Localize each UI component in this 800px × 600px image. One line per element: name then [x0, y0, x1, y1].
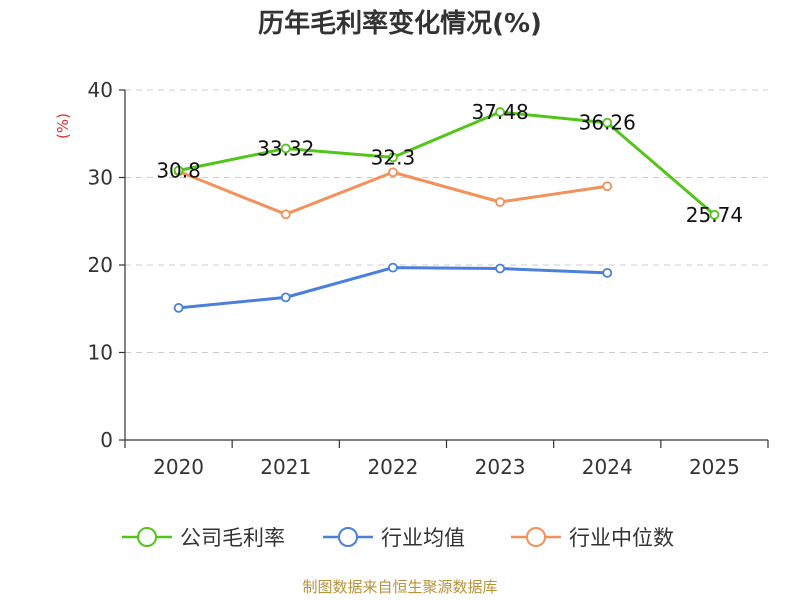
y-tick-label: 30: [88, 166, 113, 190]
data-point[interactable]: [602, 117, 613, 128]
data-point[interactable]: [495, 197, 505, 207]
data-point[interactable]: [280, 143, 291, 154]
data-point[interactable]: [280, 209, 291, 220]
legend-item[interactable]: 行业均值: [323, 526, 465, 550]
x-tick-label: 2025: [689, 455, 740, 479]
x-tick-label: 2020: [153, 455, 204, 479]
data-label: 32.3: [371, 145, 416, 169]
y-tick-label: 0: [100, 428, 113, 452]
legend-swatch-marker: [338, 527, 358, 547]
legend[interactable]: 公司毛利率 行业均值 行业中位数: [122, 526, 674, 550]
data-label: 37.48: [471, 100, 528, 124]
x-tick-label: 2023: [475, 455, 526, 479]
series-lines: [173, 107, 720, 313]
data-label: 30.8: [156, 159, 201, 183]
legend-item[interactable]: 行业中位数: [511, 526, 674, 550]
data-point[interactable]: [388, 167, 398, 178]
source-note: 制图数据来自恒生聚源数据库: [302, 578, 497, 596]
data-label: 25.74: [686, 203, 743, 227]
data-point[interactable]: [173, 302, 184, 313]
grid-lines: [125, 89, 768, 353]
data-point[interactable]: [280, 292, 291, 303]
series-line: [178, 266, 608, 310]
legend-label: 行业均值: [381, 526, 465, 550]
legend-label: 行业中位数: [569, 526, 674, 550]
data-point[interactable]: [602, 181, 613, 192]
y-axis-unit: (%): [54, 113, 72, 139]
data-point[interactable]: [388, 262, 398, 273]
data-label: 33.32: [257, 136, 314, 160]
y-tick-label: 40: [88, 78, 113, 102]
legend-swatch-marker: [526, 527, 546, 547]
legend-item[interactable]: 公司毛利率: [122, 526, 285, 550]
data-point[interactable]: [173, 165, 184, 176]
data-labels: 30.8 33.32 32.3 37.48 36.26 25.74: [156, 100, 743, 227]
x-tick-label: 2021: [260, 455, 311, 479]
y-tick-label: 10: [88, 341, 113, 365]
data-point[interactable]: [495, 107, 505, 117]
x-tick-label: 2022: [367, 455, 418, 479]
legend-swatch-marker: [137, 527, 157, 547]
data-label: 36.26: [579, 111, 636, 135]
x-tick-label: 2024: [582, 455, 633, 479]
data-point[interactable]: [602, 267, 613, 278]
legend-label: 公司毛利率: [180, 526, 285, 550]
data-point[interactable]: [495, 263, 505, 274]
data-point[interactable]: [709, 209, 720, 220]
axes: 0 10 20 30 40 2020 2021 2022 2023 2024 2025: [88, 78, 769, 479]
data-point[interactable]: [388, 152, 398, 163]
y-tick-label: 20: [88, 253, 113, 277]
series-line: [178, 110, 716, 216]
chart-title: 历年毛利率变化情况(%): [258, 8, 542, 39]
